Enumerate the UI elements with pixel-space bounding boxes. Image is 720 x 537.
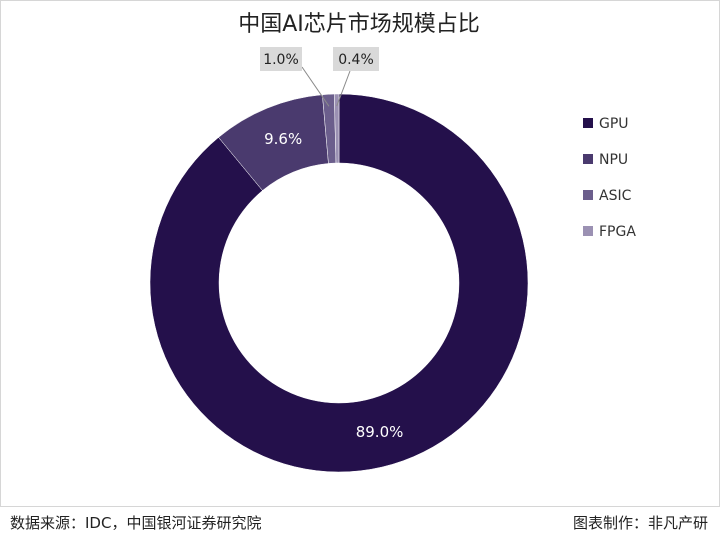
value-label-npu: 9.6% — [264, 130, 302, 148]
legend-label-npu: NPU — [599, 152, 628, 168]
value-label-asic-box — [260, 47, 302, 71]
legend-swatch-npu — [583, 154, 593, 164]
value-label-asic: 1.0% — [263, 52, 299, 68]
value-label-asic-leader — [301, 66, 330, 107]
slice-gpu — [149, 93, 529, 473]
chart-title: 中国AI芯片市场规模占比 — [238, 12, 480, 37]
value-label-fpga: 0.4% — [338, 52, 374, 68]
legend-label-gpu: GPU — [599, 116, 629, 132]
value-label-fpga-box — [333, 47, 379, 71]
slice-fpga — [333, 93, 340, 164]
donut-chart: 89.0% 9.6% 1.0% 0.4% GPU NPU ASIC FPGA — [149, 47, 636, 473]
maker-note: 图表制作：非凡产研 — [572, 514, 708, 532]
value-label-fpga-leader — [336, 70, 351, 107]
legend-swatch-gpu — [583, 118, 593, 128]
source-note: 数据来源：IDC，中国银河证券研究院 — [10, 514, 262, 532]
legend-label-asic: ASIC — [599, 188, 632, 204]
legend-label-fpga: FPGA — [599, 224, 636, 240]
legend: GPU NPU ASIC FPGA — [583, 116, 636, 240]
slices-group — [149, 93, 529, 473]
legend-swatch-fpga — [583, 226, 593, 236]
legend-swatch-asic — [583, 190, 593, 200]
value-labels-group: 89.0% 9.6% 1.0% 0.4% — [260, 47, 403, 441]
value-label-gpu: 89.0% — [356, 423, 404, 441]
